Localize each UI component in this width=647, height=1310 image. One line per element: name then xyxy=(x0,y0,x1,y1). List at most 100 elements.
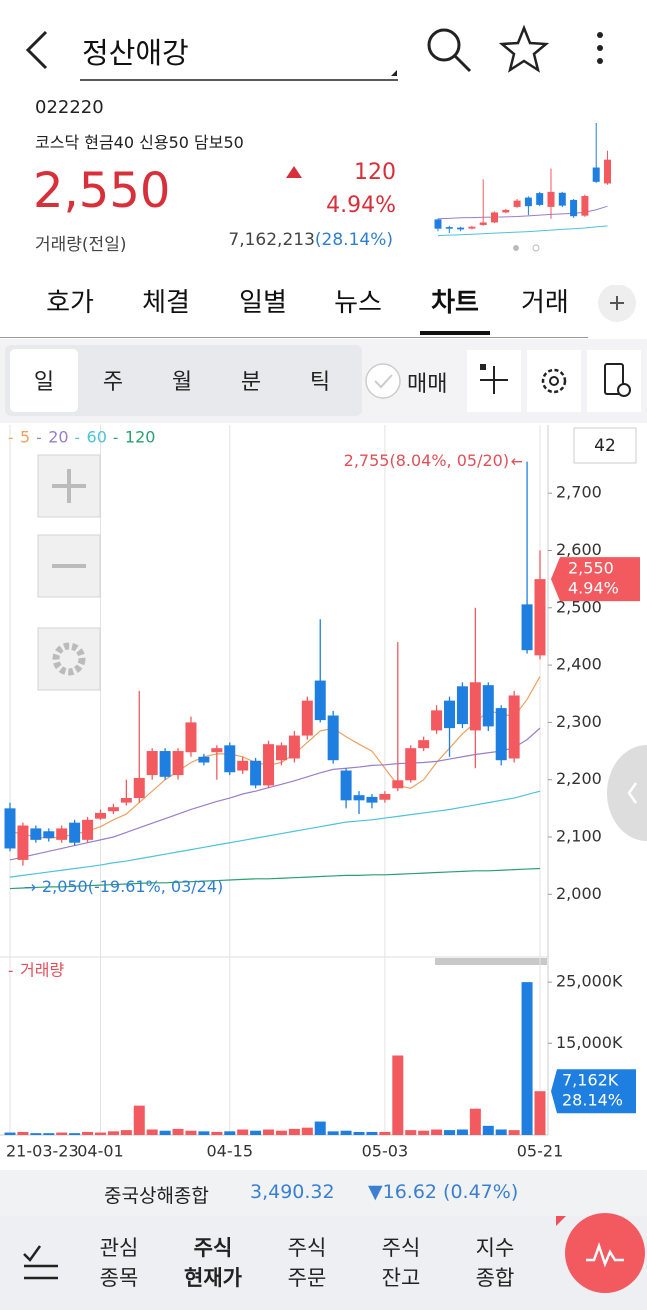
mini-body xyxy=(491,212,498,223)
header-icons xyxy=(25,24,603,81)
nav-label[interactable]: 주식 xyxy=(287,1236,327,1260)
rotate-button[interactable] xyxy=(587,350,641,412)
candle-body xyxy=(56,828,68,840)
period-button[interactable]: 일 xyxy=(33,370,55,395)
tab[interactable]: 호가 xyxy=(46,288,94,318)
nav-label[interactable]: 주식 xyxy=(381,1236,421,1260)
candle-body xyxy=(82,819,94,840)
x-tick-label: 04-15 xyxy=(207,1142,254,1161)
volume-bar xyxy=(120,1130,132,1135)
dropdown-icon[interactable] xyxy=(391,70,397,76)
volume-bar xyxy=(82,1131,94,1135)
tab[interactable]: 뉴스 xyxy=(334,288,382,318)
volume-bar xyxy=(250,1130,262,1135)
scrollbar[interactable] xyxy=(435,958,547,965)
candle-body xyxy=(120,798,132,803)
settings-button[interactable] xyxy=(527,350,581,412)
volume-bar xyxy=(224,1131,236,1135)
mini-body xyxy=(592,167,600,182)
volume-bar xyxy=(133,1105,145,1135)
ma-line xyxy=(9,727,541,861)
volume-row: 7,162,213(28.14%) xyxy=(228,230,393,250)
nav-label[interactable]: 주식 xyxy=(193,1236,233,1260)
change-percent: 4.94% xyxy=(326,193,396,218)
legend-entry: 5 xyxy=(20,428,30,447)
mini-body xyxy=(502,209,510,213)
legend-dash: - xyxy=(8,429,13,447)
volume-bar xyxy=(107,1131,119,1135)
tab-indicator xyxy=(420,331,490,335)
indicator-settings-button[interactable] xyxy=(37,627,101,691)
volume-bar xyxy=(211,1131,223,1135)
stock-code: 022220 xyxy=(35,97,104,118)
index-value: 3,490.32 xyxy=(250,1181,335,1203)
low-annotation: 2,050(-19.61%, 03/24) xyxy=(42,877,223,896)
chart-tools xyxy=(467,350,641,412)
nav-label[interactable]: 지수 xyxy=(475,1236,515,1260)
candle-body xyxy=(469,682,481,731)
volume-bar xyxy=(56,1132,68,1135)
index-change: ▼16.62 (0.47%) xyxy=(368,1181,519,1203)
side-handle[interactable] xyxy=(607,745,647,841)
back-button[interactable] xyxy=(25,30,48,70)
period-button[interactable]: 월 xyxy=(171,370,193,395)
menu-button[interactable] xyxy=(18,1240,64,1286)
chart-fab[interactable] xyxy=(552,1208,647,1298)
ma-line xyxy=(9,867,541,890)
trade-toggle[interactable]: 매매 xyxy=(407,372,448,397)
search-button[interactable] xyxy=(427,28,472,73)
page-dot xyxy=(532,244,540,252)
period-button[interactable]: 주 xyxy=(102,370,124,395)
candle-body xyxy=(392,780,404,789)
tab[interactable]: 거래 xyxy=(521,288,569,318)
legend-entry: 60 xyxy=(87,428,107,447)
y-tick-label: 2,100 xyxy=(556,826,602,845)
nav-label[interactable]: 관심 xyxy=(99,1236,139,1260)
candle-body xyxy=(314,680,326,721)
mini-chart[interactable] xyxy=(428,115,618,255)
candle-body xyxy=(456,686,468,725)
candle-body xyxy=(224,745,236,773)
mini-ma-line xyxy=(437,225,608,237)
stock-title[interactable]: 정산애강 xyxy=(82,36,189,70)
volume-bar xyxy=(521,982,533,1135)
volume-legend: 거래량 xyxy=(20,961,64,980)
x-tick-label: 21-03-23 xyxy=(6,1142,79,1161)
favorite-button[interactable] xyxy=(498,24,550,73)
y-tick-label: 2,200 xyxy=(556,769,602,788)
candle-body xyxy=(379,794,391,800)
period-button[interactable]: 분 xyxy=(240,370,262,395)
more-button[interactable] xyxy=(597,32,603,64)
add-tab-button[interactable] xyxy=(597,285,637,325)
mini-body xyxy=(604,159,611,184)
nav-label: 현재가 xyxy=(184,1266,242,1290)
volume-bar xyxy=(94,1132,106,1135)
candle-body xyxy=(288,735,300,759)
candle-body xyxy=(366,796,378,803)
trade-check[interactable] xyxy=(364,362,404,402)
volume-bar xyxy=(69,1133,81,1135)
x-tick-label: 04-01 xyxy=(77,1142,124,1161)
period-button[interactable]: 틱 xyxy=(309,370,331,395)
volume-bar xyxy=(327,1131,339,1135)
volume-label: 거래량(전일) xyxy=(35,235,127,255)
volume-bar xyxy=(237,1129,249,1135)
volume-bar xyxy=(366,1131,378,1135)
y-tick-label: 2,500 xyxy=(556,597,602,616)
volume-bar xyxy=(495,1129,507,1135)
tab[interactable]: 차트 xyxy=(431,288,479,318)
volume-bar xyxy=(301,1127,313,1135)
candle-body xyxy=(198,756,210,763)
low-arrow xyxy=(24,884,36,892)
candle-body xyxy=(418,740,430,749)
candle-body xyxy=(107,807,119,812)
candle-count-box[interactable] xyxy=(573,427,637,464)
tab[interactable]: 일별 xyxy=(239,288,287,318)
tab[interactable]: 체결 xyxy=(142,288,190,318)
mini-body xyxy=(581,195,589,216)
x-tick-label: 05-21 xyxy=(517,1142,564,1161)
candle-count: 42 xyxy=(594,436,616,456)
index-bar[interactable] xyxy=(0,1170,647,1216)
candle-body xyxy=(263,744,275,786)
